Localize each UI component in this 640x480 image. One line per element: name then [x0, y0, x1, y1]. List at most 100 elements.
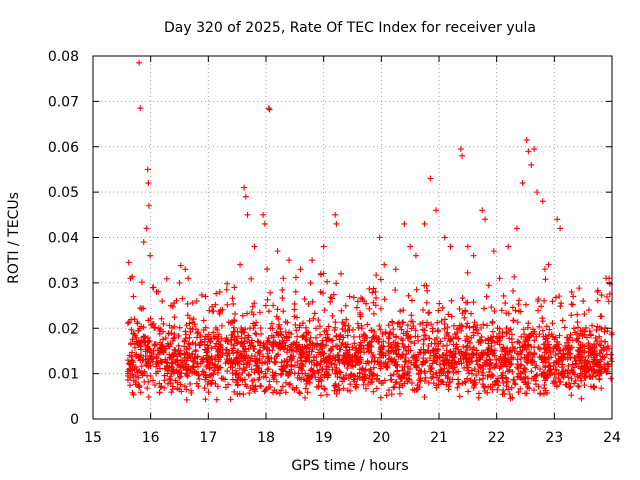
data-point [329, 366, 336, 373]
data-point [264, 350, 271, 357]
data-point [249, 303, 256, 310]
data-point [146, 346, 153, 353]
data-point [441, 234, 448, 241]
data-point [482, 216, 489, 223]
data-point [266, 378, 273, 385]
data-point [247, 342, 254, 349]
data-point [405, 292, 412, 299]
data-point [186, 315, 193, 322]
data-point [372, 357, 379, 364]
data-point [514, 364, 521, 371]
data-point [373, 294, 380, 301]
data-point [452, 350, 459, 357]
data-point [158, 315, 165, 322]
data-point [436, 353, 443, 360]
data-point [433, 384, 440, 391]
data-point [197, 341, 204, 348]
data-point [278, 343, 285, 350]
data-point [291, 313, 298, 320]
data-point [541, 381, 548, 388]
data-point [231, 318, 238, 325]
data-point [407, 338, 414, 345]
data-point [348, 371, 355, 378]
data-point [525, 351, 532, 358]
data-point [558, 300, 565, 307]
data-point [433, 359, 440, 366]
data-point [227, 319, 234, 326]
data-point [350, 294, 357, 301]
data-point [501, 356, 508, 363]
data-point [562, 381, 569, 388]
data-point [415, 371, 422, 378]
data-point [303, 349, 310, 356]
data-point [396, 384, 403, 391]
data-point [244, 211, 251, 218]
data-point [448, 297, 455, 304]
data-point [469, 370, 476, 377]
data-point [361, 335, 368, 342]
data-point [377, 354, 384, 361]
data-point [354, 320, 361, 327]
data-point [522, 301, 529, 308]
data-point [574, 311, 581, 318]
data-point [353, 304, 360, 311]
data-point [227, 336, 234, 343]
data-point [556, 341, 563, 348]
data-point [191, 369, 198, 376]
data-point [357, 339, 364, 346]
data-point [401, 363, 408, 370]
data-point [427, 175, 434, 182]
data-point [413, 286, 420, 293]
data-point [575, 353, 582, 360]
data-point [212, 333, 219, 340]
data-point [396, 390, 403, 397]
data-point [343, 347, 350, 354]
data-point [434, 319, 441, 326]
data-point [528, 368, 535, 375]
data-point [428, 321, 435, 328]
y-tick-label: 0.06 [48, 140, 79, 156]
data-point [488, 304, 495, 311]
data-point [207, 337, 214, 344]
data-point [284, 319, 291, 326]
data-point [166, 343, 173, 350]
data-point [239, 312, 246, 319]
data-point [302, 358, 309, 365]
data-point [318, 377, 325, 384]
data-point [550, 378, 557, 385]
data-point [408, 297, 415, 304]
data-point [494, 325, 501, 332]
data-point [241, 367, 248, 374]
data-point [386, 335, 393, 342]
data-point [589, 358, 596, 365]
data-point [582, 357, 589, 364]
data-point [483, 293, 490, 300]
data-point [162, 356, 169, 363]
data-point [330, 352, 337, 359]
data-point [183, 396, 190, 403]
data-point [482, 337, 489, 344]
data-point [229, 347, 236, 354]
data-point [264, 296, 271, 303]
data-point [510, 377, 517, 384]
data-point [313, 361, 320, 368]
data-point [142, 342, 149, 349]
data-point [552, 351, 559, 358]
data-point [344, 357, 351, 364]
data-point [275, 315, 282, 322]
data-point [329, 312, 336, 319]
data-point [580, 298, 587, 305]
data-point [241, 184, 248, 191]
data-point [169, 360, 176, 367]
data-point [528, 343, 535, 350]
data-point [289, 347, 296, 354]
data-point [129, 362, 136, 369]
data-point [311, 310, 318, 317]
data-point [594, 288, 601, 295]
data-point [157, 339, 164, 346]
data-point [289, 385, 296, 392]
data-point [176, 369, 183, 376]
data-point [571, 354, 578, 361]
data-point [546, 326, 553, 333]
data-point [545, 331, 552, 338]
